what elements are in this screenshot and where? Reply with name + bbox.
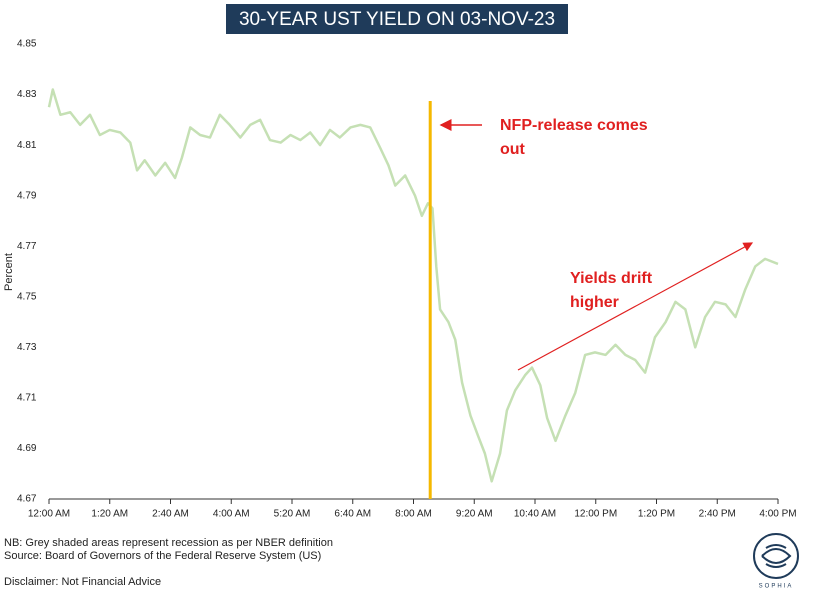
line [47,88,779,483]
note: Source: Board of Governors of the Federa… [4,550,321,562]
x-tick-label: 12:00 AM [28,509,70,520]
x-tick-label: 12:00 PM [574,509,617,520]
x-tick-label: 9:20 AM [456,509,493,520]
y-tick-label: 4.79 [17,190,37,201]
logo: SOPHIA [753,533,799,590]
x-tick-label: 1:20 AM [91,509,128,520]
y-tick-label: 4.75 [17,291,37,302]
y-tick-label: 4.71 [17,393,37,404]
x-tick-label: 2:40 AM [152,509,189,520]
y-tick-label: 4.67 [17,494,37,505]
x-tick-label: 10:40 AM [514,509,556,520]
y-tick-label: 4.85 [17,39,37,50]
annotation: Yields drift [570,270,653,287]
y-axis-label: Percent [3,253,15,291]
y-tick-label: 4.69 [17,443,37,454]
annotation: NFP-release comes [500,117,648,134]
y-tick-label: 4.73 [17,342,37,353]
x-tick-label: 5:20 AM [274,509,311,520]
x-tick-label: 2:40 PM [699,509,736,520]
y-tick-label: 4.81 [17,140,37,151]
x-tick-label: 4:00 AM [213,509,250,520]
annotation-arrow [517,242,754,371]
title-box [226,4,568,34]
x-tick-label: 4:00 PM [759,509,796,520]
annotation: higher [570,294,619,311]
x-tick-label: 1:20 PM [638,509,675,520]
note: Disclaimer: Not Financial Advice [4,576,161,588]
chart-title: 30-YEAR UST YIELD ON 03-NOV-23 [239,9,555,30]
x-tick-label: 6:40 AM [334,509,371,520]
y-tick-label: 4.83 [17,89,37,100]
x-tick-label: 8:00 AM [395,509,432,520]
logo-text: SOPHIA [759,584,794,590]
annotation: out [500,141,526,158]
note: NB: Grey shaded areas represent recessio… [4,537,333,549]
y-tick-label: 4.77 [17,241,37,252]
